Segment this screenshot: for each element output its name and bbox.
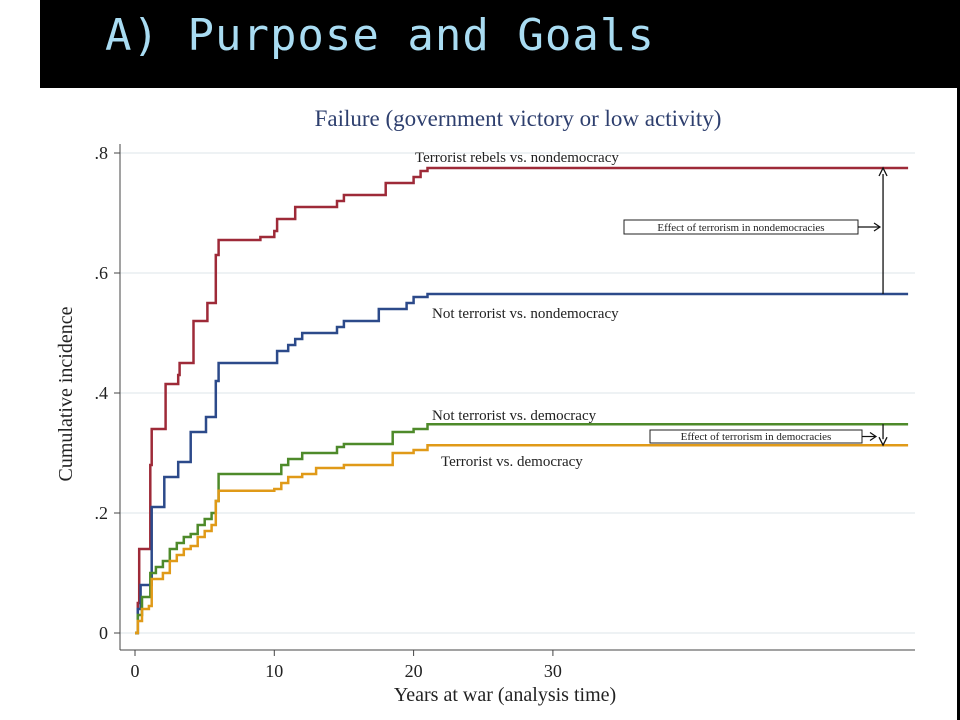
annotation-text-0: Effect of terrorism in nondemocracies [657,222,824,234]
series-line-2 [135,422,909,635]
chart-title: Failure (government victory or low activ… [315,106,722,131]
y-axis-ticks: 0 .2 .4 .6 .8 [95,143,120,643]
y-axis-label: Cumulative incidence [55,306,77,481]
axes [119,144,915,651]
series-labels: Terrorist rebels vs. nondemocracy Not ter… [415,150,619,470]
annotations: Effect of terrorism in nondemocracies Eff… [623,166,888,447]
grid-lines [120,152,915,634]
y-tick-label-1: .2 [95,503,109,523]
annotation-arrowhead-1 [878,436,888,447]
x-tick-label-0: 0 [131,661,140,681]
y-tick-label-2: .4 [95,383,109,403]
y-tick-label-4: .8 [95,143,109,163]
y-tick-label-3: .6 [95,263,109,283]
left-margin-strip [0,0,40,720]
series-label-0: Terrorist rebels vs. nondemocracy [415,150,619,166]
annotation-arrowhead-0 [878,166,888,177]
series-line-3 [135,443,909,635]
series-lines [135,166,909,635]
x-tick-label-3: 30 [544,661,562,681]
series-label-2: Not terrorist vs. democracy [432,408,597,424]
annotation-pointer-head-0 [873,222,882,232]
series-line-0 [135,166,909,635]
x-tick-label-1: 10 [265,661,283,681]
x-axis-ticks: 0 10 20 30 [131,650,562,681]
chart-panel [40,88,957,720]
right-edge-strip [957,88,960,720]
y-tick-label-0: 0 [99,623,108,643]
slide-header [40,0,960,88]
series-line-1 [135,292,909,635]
x-tick-label-2: 20 [405,661,423,681]
x-axis-label: Years at war (analysis time) [394,684,616,706]
slide-title: A) Purpose and Goals [105,10,655,61]
annotation-pointer-head-1 [869,432,878,441]
header-decoration [20,62,40,88]
series-label-3: Terrorist vs. democracy [441,454,583,470]
annotation-text-1: Effect of terrorism in democracies [681,431,832,443]
series-label-1: Not terrorist vs. nondemocracy [432,306,619,322]
